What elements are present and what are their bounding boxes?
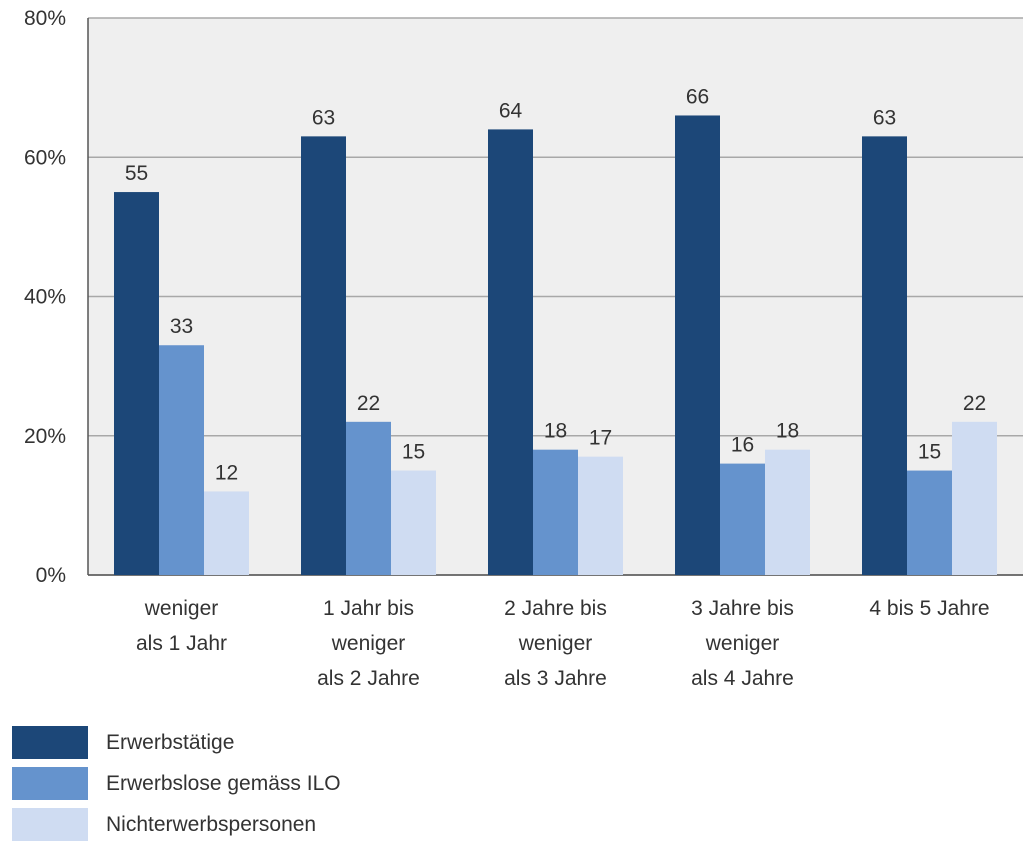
data-label: 16 xyxy=(731,434,754,457)
x-category-label: als 3 Jahre xyxy=(504,667,607,690)
bar xyxy=(952,421,997,575)
legend-swatch xyxy=(12,726,88,759)
data-labels: 55 33 12 63 22 15 64 18 17 66 16 18 63 15 22 xyxy=(125,85,986,484)
y-axis-tick-labels: 0% 20% 40% 60% 80% xyxy=(24,7,66,587)
bar xyxy=(862,136,907,576)
data-label: 15 xyxy=(402,441,425,464)
bar xyxy=(391,470,436,575)
bar-chart: 0% 20% 40% 60% 80% 55 33 12 63 22 15 64 18 17 66 16 18 6… xyxy=(24,7,1023,690)
data-label: 55 xyxy=(125,162,148,185)
bar xyxy=(346,421,391,575)
legend-item: Erwerbstätige xyxy=(12,722,341,763)
bar xyxy=(907,470,952,575)
bar xyxy=(204,491,249,575)
bar xyxy=(159,345,204,575)
data-label: 18 xyxy=(776,420,799,443)
legend-swatch xyxy=(12,808,88,841)
legend-label: Nichterwerbspersonen xyxy=(106,812,317,836)
y-tick-label: 20% xyxy=(24,425,66,448)
data-label: 22 xyxy=(357,392,380,415)
y-tick-label: 40% xyxy=(24,286,66,309)
x-category-label: weniger xyxy=(518,632,593,655)
legend-item: Erwerbslose gemäss ILO xyxy=(12,763,341,804)
x-category-label: weniger xyxy=(331,632,406,655)
bar xyxy=(533,449,578,575)
data-label: 63 xyxy=(312,106,335,129)
x-category-label: als 2 Jahre xyxy=(317,667,420,690)
data-label: 18 xyxy=(544,420,567,443)
bar xyxy=(578,456,623,575)
bar xyxy=(488,129,533,575)
x-category-label: weniger xyxy=(705,632,780,655)
x-category-label: als 1 Jahr xyxy=(136,632,227,655)
bar xyxy=(720,463,765,575)
data-label: 33 xyxy=(170,315,193,338)
legend-label: Erwerbslose gemäss ILO xyxy=(106,771,341,795)
legend-item: Nichterwerbspersonen xyxy=(12,804,341,845)
data-label: 63 xyxy=(873,106,896,129)
x-category-label: 4 bis 5 Jahre xyxy=(869,597,989,620)
x-axis-category-labels: weniger als 1 Jahr 1 Jahr bis weniger als 2 … xyxy=(136,597,990,690)
data-label: 22 xyxy=(963,392,986,415)
y-tick-label: 80% xyxy=(24,7,66,30)
bar xyxy=(765,449,810,575)
data-label: 17 xyxy=(589,427,612,450)
data-label: 12 xyxy=(215,461,238,484)
data-label: 66 xyxy=(686,85,709,108)
bar xyxy=(114,192,159,575)
x-category-label: 3 Jahre bis xyxy=(691,597,794,620)
y-tick-label: 0% xyxy=(36,564,66,587)
x-category-label: 1 Jahr bis xyxy=(323,597,414,620)
bar xyxy=(675,115,720,575)
bars xyxy=(114,115,997,576)
y-tick-label: 60% xyxy=(24,146,66,169)
data-label: 64 xyxy=(499,99,523,122)
x-category-label: 2 Jahre bis xyxy=(504,597,607,620)
legend-swatch xyxy=(12,767,88,800)
x-category-label: als 4 Jahre xyxy=(691,667,794,690)
legend: Erwerbstätige Erwerbslose gemäss ILO Nicht… xyxy=(12,722,341,845)
x-category-label: weniger xyxy=(144,597,219,620)
legend-label: Erwerbstätige xyxy=(106,730,235,754)
bar xyxy=(301,136,346,576)
data-label: 15 xyxy=(918,441,941,464)
